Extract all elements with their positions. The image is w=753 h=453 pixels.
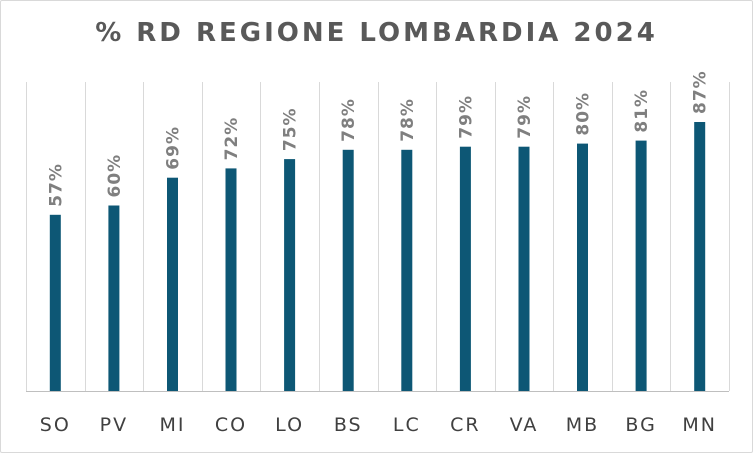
data-label-bs: 78% [339, 98, 359, 142]
tick-label-cr: CR [450, 414, 480, 436]
bar-co [225, 168, 237, 391]
bar-bs [342, 149, 354, 391]
data-label-lc: 78% [398, 98, 418, 142]
bar-mb [577, 143, 588, 391]
tick-label-lo: LO [275, 414, 304, 436]
tick-label-bs: BS [334, 414, 363, 436]
tick-label-lc: LC [393, 414, 421, 436]
data-label-mb: 80% [574, 92, 594, 136]
tick-label-co: CO [215, 414, 247, 436]
tick-label-mi: MI [160, 414, 186, 436]
bar-bg [635, 140, 647, 391]
bar-mn [694, 122, 706, 391]
data-label-va: 79% [515, 95, 535, 139]
data-label-bg: 81% [632, 89, 652, 133]
data-label-lo: 75% [281, 107, 301, 151]
tick-label-mn: MN [682, 414, 717, 436]
tick-label-va: VA [510, 414, 539, 436]
data-label-mi: 69% [164, 126, 184, 170]
data-label-co: 72% [222, 117, 242, 161]
data-label-cr: 79% [456, 95, 476, 139]
bar-mi [167, 177, 178, 391]
data-label-mn: 87% [691, 70, 711, 114]
bar-lc [401, 149, 413, 391]
tick-label-mb: MB [566, 414, 599, 436]
tick-label-pv: PV [100, 414, 128, 436]
bar-lo [284, 159, 296, 391]
bar-va [518, 146, 530, 391]
bar-pv [108, 205, 120, 391]
data-label-so: 57% [46, 163, 66, 207]
bar-cr [459, 146, 471, 391]
bar-so [49, 214, 61, 391]
tick-label-bg: BG [625, 414, 656, 436]
chart-title: % RD REGIONE LOMBARDIA 2024 [95, 18, 658, 48]
tick-label-so: SO [40, 414, 71, 436]
data-label-pv: 60% [105, 154, 125, 198]
